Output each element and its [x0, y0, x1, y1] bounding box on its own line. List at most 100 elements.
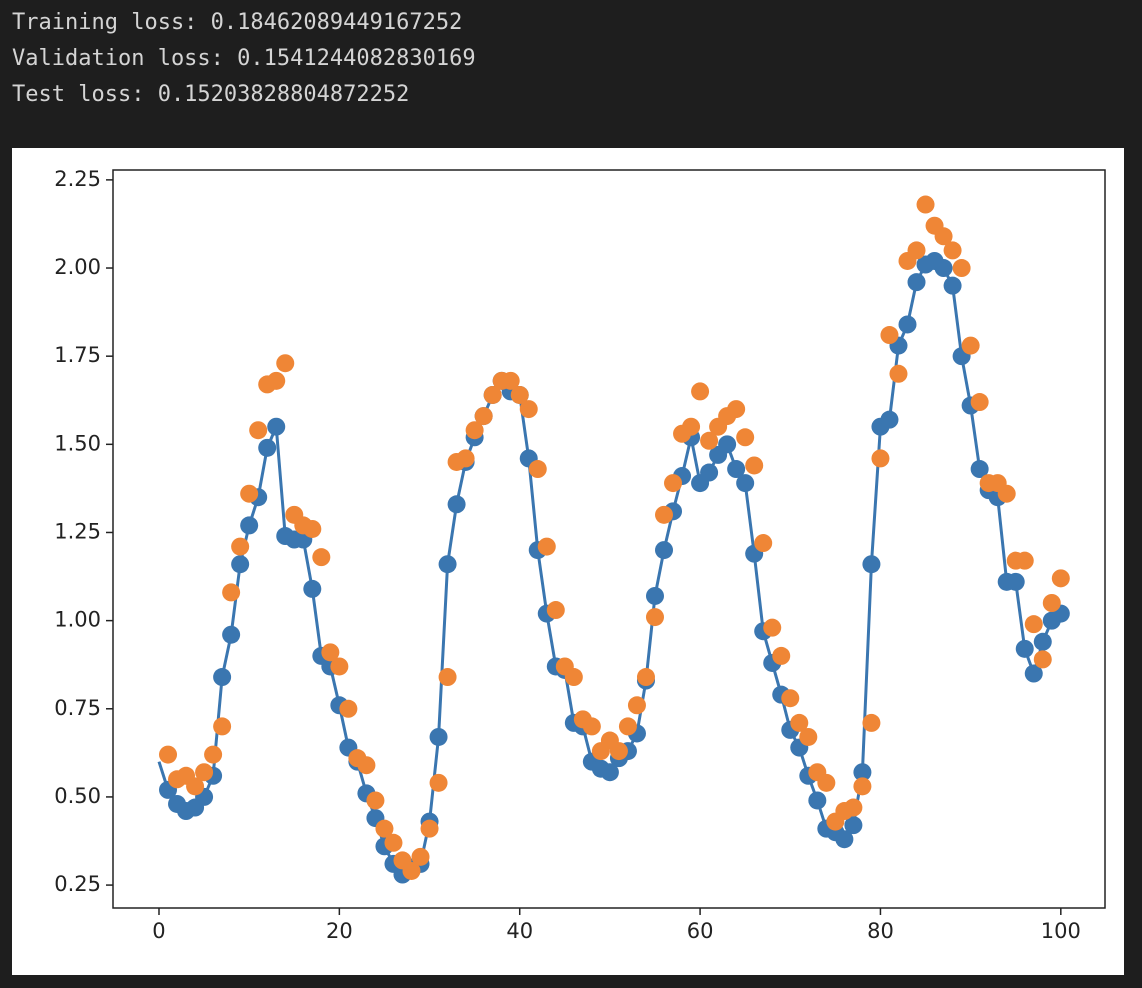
- output-line: Validation loss: 0.1541244082830169: [12, 46, 476, 71]
- point: [483, 385, 502, 404]
- point: [438, 555, 457, 574]
- point: [600, 763, 619, 782]
- point: [1024, 615, 1043, 634]
- point: [745, 456, 764, 475]
- point: [655, 541, 674, 560]
- point: [907, 273, 926, 292]
- point: [862, 555, 881, 574]
- point: [970, 460, 989, 479]
- point: [429, 727, 448, 746]
- point: [321, 643, 340, 662]
- point: [231, 537, 250, 556]
- point: [943, 276, 962, 295]
- point: [402, 861, 421, 880]
- point: [736, 428, 755, 447]
- point: [727, 460, 746, 479]
- point: [411, 847, 430, 866]
- point: [303, 519, 322, 538]
- point: [835, 830, 854, 849]
- point: [682, 417, 701, 436]
- point: [700, 463, 719, 482]
- point: [1015, 551, 1034, 570]
- y-tick-label: 0.50: [54, 784, 101, 808]
- point: [627, 696, 646, 715]
- point: [303, 579, 322, 598]
- point: [691, 382, 710, 401]
- y-tick-label: 2.25: [54, 167, 101, 191]
- output-line: Training loss: 0.18462089449167252: [12, 10, 463, 35]
- y-tick-label: 1.75: [54, 343, 101, 367]
- point: [889, 364, 908, 383]
- point: [772, 646, 791, 665]
- point: [510, 385, 529, 404]
- point: [645, 586, 664, 605]
- x-tick-label: 40: [506, 919, 533, 943]
- point: [871, 449, 890, 468]
- point: [943, 241, 962, 260]
- y-tick-label: 1.25: [54, 519, 101, 543]
- point: [934, 259, 953, 278]
- point: [456, 449, 475, 468]
- point: [222, 583, 241, 602]
- point: [159, 745, 178, 764]
- point: [970, 393, 989, 412]
- point: [582, 717, 601, 736]
- y-tick-label: 1.00: [54, 608, 101, 632]
- point: [564, 668, 583, 687]
- x-tick-label: 0: [152, 919, 165, 943]
- point: [853, 763, 872, 782]
- point: [240, 484, 259, 503]
- point: [655, 505, 674, 524]
- point: [186, 777, 205, 796]
- point: [258, 438, 277, 457]
- point: [727, 400, 746, 419]
- point: [718, 435, 737, 454]
- point: [375, 819, 394, 838]
- point: [997, 484, 1016, 503]
- point: [195, 763, 214, 782]
- point: [438, 668, 457, 687]
- point: [961, 336, 980, 355]
- point: [880, 326, 899, 345]
- y-tick-label: 0.25: [54, 872, 101, 896]
- point: [736, 474, 755, 493]
- output-line: Test loss: 0.15203828804872252: [12, 82, 410, 107]
- point: [898, 315, 917, 334]
- point: [790, 713, 809, 732]
- point: [519, 400, 538, 419]
- point: [528, 460, 547, 479]
- x-tick-label: 80: [867, 919, 894, 943]
- point: [781, 689, 800, 708]
- point: [952, 259, 971, 278]
- point: [1024, 664, 1043, 683]
- point: [204, 745, 223, 764]
- point: [1033, 650, 1052, 669]
- point: [916, 195, 935, 214]
- point: [808, 791, 827, 810]
- point: [1051, 569, 1070, 588]
- point: [609, 742, 628, 761]
- point: [880, 410, 899, 429]
- point: [366, 791, 385, 810]
- point: [700, 431, 719, 450]
- point: [249, 421, 268, 440]
- point: [537, 537, 556, 556]
- point: [447, 495, 466, 514]
- point: [844, 798, 863, 817]
- point: [862, 713, 881, 732]
- y-tick-label: 0.75: [54, 696, 101, 720]
- x-tick-label: 60: [687, 919, 714, 943]
- point: [339, 699, 358, 718]
- point: [546, 601, 565, 620]
- point: [1006, 572, 1025, 591]
- point: [474, 407, 493, 426]
- point: [213, 668, 232, 687]
- y-tick-label: 1.50: [54, 431, 101, 455]
- point: [357, 756, 376, 775]
- plot-frame: [112, 169, 1106, 909]
- point: [934, 227, 953, 246]
- point: [645, 608, 664, 627]
- y-tick-label: 2.00: [54, 255, 101, 279]
- point: [1033, 632, 1052, 651]
